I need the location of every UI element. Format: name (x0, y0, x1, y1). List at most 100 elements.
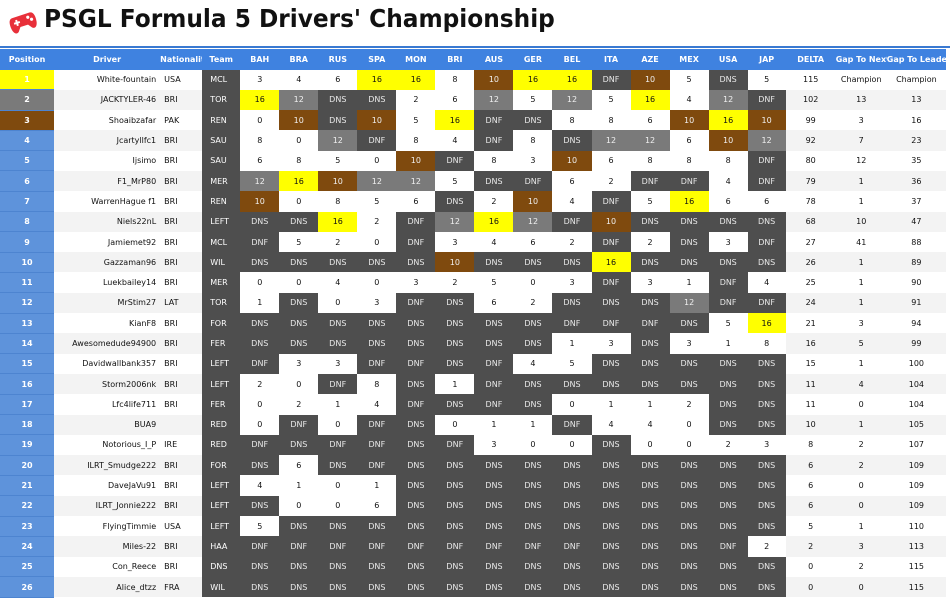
team-cell: SAU (202, 130, 241, 151)
race-result-ita: DNS (591, 292, 631, 314)
race-result-bri: 12 (435, 211, 475, 232)
team-cell: RED (202, 414, 241, 435)
driver-name: ILRT_Smudge222 (54, 455, 161, 476)
race-result-jap: 6 (747, 191, 786, 212)
nationality-cell: BRI (160, 475, 203, 496)
race-result-ita: DNS (591, 434, 631, 456)
race-result-rus: DNS (318, 576, 358, 598)
race-result-rus: DNS (318, 252, 358, 273)
race-result-jap: 8 (747, 333, 786, 354)
gap-to-next-cell: 2 (835, 434, 887, 456)
driver-name: Awesomedude94900 (54, 333, 161, 354)
delta-cell: 2 (785, 536, 836, 557)
table-row: 4 Jcartyllfc1 BRI SAU 8 0 12 DNF 8 4 DNF 8 DNS 12 12 6 1… (0, 130, 946, 152)
race-result-bel: 2 (552, 231, 592, 253)
race-result-usa: DNF (708, 292, 748, 314)
delta-cell: 5 (785, 516, 836, 537)
race-result-aus: DNF (474, 353, 514, 374)
nationality-cell: BRI (160, 495, 203, 517)
race-result-aus: DNS (474, 252, 514, 273)
race-result-spa: DNS (357, 576, 397, 598)
race-result-usa: DNS (708, 516, 748, 537)
gap-to-next-cell: 1 (835, 414, 887, 435)
column-header-aze: AZE (630, 49, 670, 70)
race-result-spa: 3 (357, 292, 397, 314)
race-result-bah: DNS (240, 455, 280, 476)
race-result-bel: DNS (552, 556, 592, 577)
race-result-mex: DNS (669, 252, 709, 273)
position-cell: 13 (0, 313, 55, 334)
race-result-jap: 4 (747, 272, 786, 293)
race-result-mon: 5 (396, 110, 436, 131)
race-result-ita: DNS (591, 536, 631, 557)
race-result-ger: DNS (513, 495, 553, 517)
race-result-spa: 5 (357, 191, 397, 212)
race-result-rus: 0 (318, 292, 358, 314)
race-result-ita: DNF (591, 313, 631, 334)
gap-to-leader-cell: 104 (886, 373, 946, 395)
race-result-ita: DNF (591, 231, 631, 253)
race-result-mex: DNS (669, 231, 709, 253)
race-result-bri: 6 (435, 89, 475, 111)
race-result-bri: 4 (435, 130, 475, 151)
gap-to-leader-cell: 109 (886, 475, 946, 496)
table-row: 20 ILRT_Smudge222 BRI FOR DNS 6 DNS DNF DNS DNS DN… (0, 455, 946, 476)
race-result-aus: DNF (474, 373, 514, 395)
position-cell: 7 (0, 191, 55, 213)
table-row: 8 Niels22nL BRI LEFT DNS DNS 16 2 DNF 12 16 12 DNF 10… (0, 211, 946, 233)
position-cell: 12 (0, 292, 55, 314)
race-result-usa: DNS (708, 252, 748, 273)
race-result-rus: 3 (318, 353, 358, 374)
race-result-bra: 2 (279, 394, 319, 415)
race-result-bri: DNS (435, 495, 475, 517)
gap-to-next-cell: 7 (835, 130, 887, 151)
race-result-bri: DNS (435, 353, 475, 374)
driver-name: KianF8 (54, 313, 161, 334)
race-result-jap: 5 (747, 70, 786, 90)
race-result-mex: 3 (669, 333, 709, 354)
table-row: 19 Notorious_I_P IRE RED DNF DNS DNF DNF DNS DNF 3… (0, 434, 946, 456)
race-result-aus: DNS (474, 475, 514, 496)
race-result-spa: 1 (357, 475, 397, 496)
gap-to-next-cell: 3 (835, 313, 887, 334)
position-cell: 2 (0, 89, 55, 111)
driver-name: DaveJaVu91 (54, 475, 161, 496)
nationality-cell: BRI (160, 536, 203, 557)
race-result-aus: 3 (474, 434, 514, 456)
race-result-bra: 12 (279, 89, 319, 111)
gamepad-icon (9, 12, 37, 34)
race-result-ger: 1 (513, 414, 553, 435)
delta-cell: 68 (785, 211, 836, 232)
driver-name: Storm2006nk (54, 373, 161, 395)
race-result-aze: DNS (630, 576, 670, 598)
race-result-bah: DNS (240, 556, 280, 577)
race-result-mex: 8 (669, 150, 709, 171)
page-header: PSGL Formula 5 Drivers' Championship (0, 0, 950, 46)
team-cell: DNS (202, 556, 241, 577)
race-result-bra: 0 (279, 272, 319, 293)
column-header-aus: AUS (474, 49, 514, 70)
table-body: 1 White-fountain USA MCL 3 4 6 16 16 8 10 16 16 DNF 10… (0, 70, 946, 598)
gap-to-leader-cell: 47 (886, 211, 946, 232)
race-result-rus: DNF (318, 536, 358, 557)
driver-name: JACKTYLER-46 (54, 89, 161, 111)
race-result-mex: 0 (669, 414, 709, 435)
nationality-cell: IRE (160, 434, 203, 456)
race-result-bel: DNS (552, 373, 592, 395)
race-result-ita: DNS (591, 353, 631, 374)
race-result-bri: DNS (435, 455, 475, 476)
gap-to-leader-cell: 100 (886, 353, 946, 374)
race-result-spa: 8 (357, 373, 397, 395)
race-result-usa: 2 (708, 434, 748, 456)
gap-to-next-cell: Champion (835, 70, 887, 90)
race-result-jap: DNS (747, 495, 786, 517)
gap-to-next-cell: 2 (835, 556, 887, 577)
race-result-jap: DNS (747, 373, 786, 395)
delta-cell: 78 (785, 191, 836, 212)
race-result-bel: DNS (552, 252, 592, 273)
race-result-mex: DNS (669, 475, 709, 496)
team-cell: REN (202, 191, 241, 212)
delta-cell: 25 (785, 272, 836, 293)
race-result-mon: DNS (396, 455, 436, 476)
race-result-spa: 4 (357, 394, 397, 415)
